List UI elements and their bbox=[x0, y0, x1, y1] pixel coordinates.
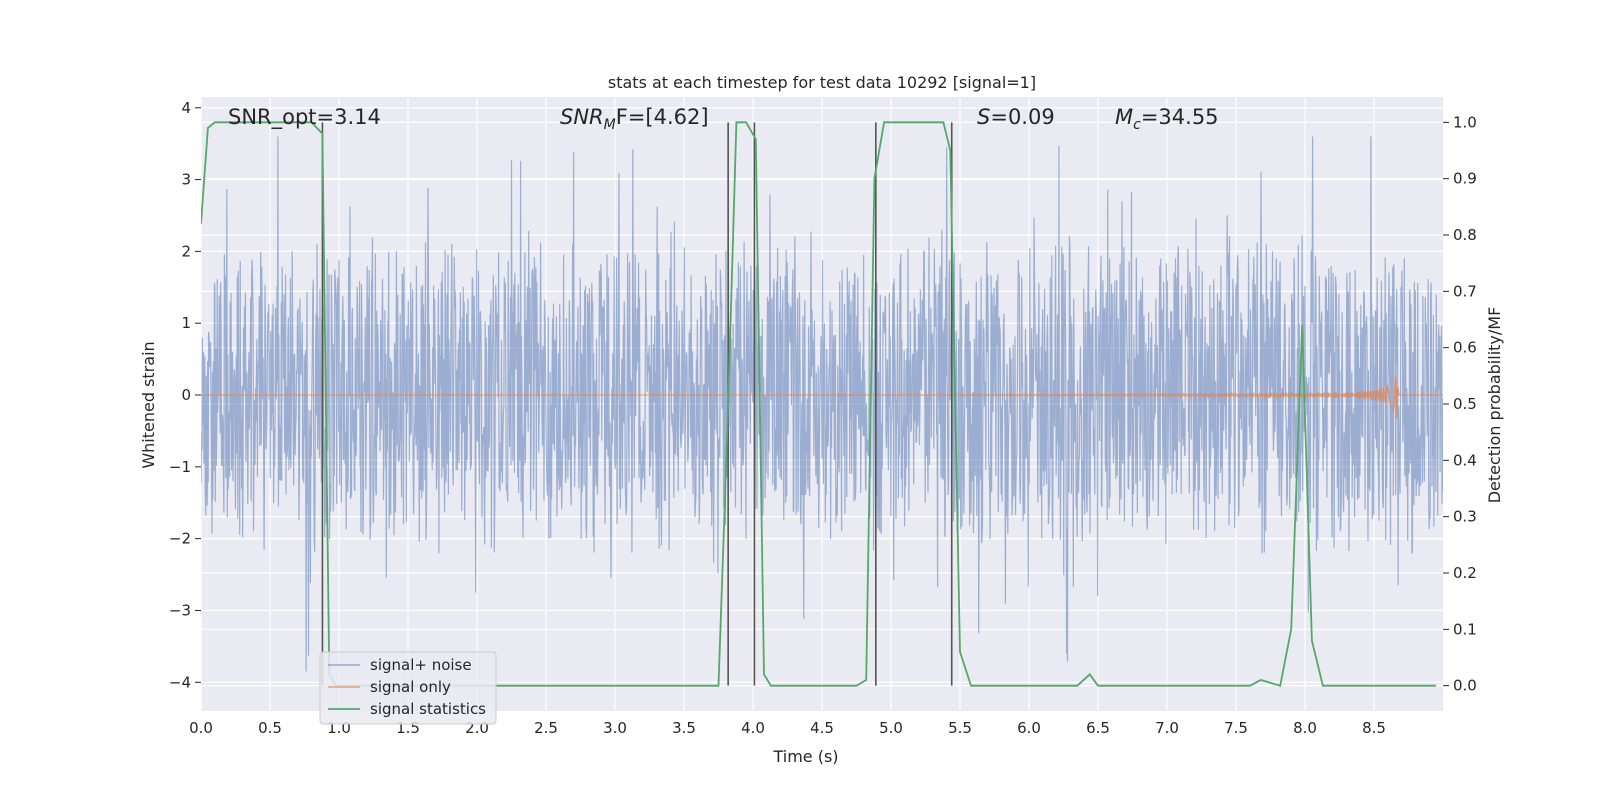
legend-label-noise: signal+ noise bbox=[370, 656, 472, 674]
y2-tick-label-7: 0.7 bbox=[1453, 282, 1477, 300]
y-tick-label-3: −1 bbox=[169, 458, 191, 476]
x-tick-label-17: 8.5 bbox=[1362, 719, 1386, 737]
y2-axis-ticks: 0.0 0.1 0.2 0.3 0.4 0.5 0.6 0.7 0.8 0.9 1.0 bbox=[1443, 113, 1477, 695]
y2-tick-label-2: 0.2 bbox=[1453, 564, 1477, 582]
signal-only-series bbox=[201, 376, 1443, 419]
annotation-snr-mf: SNRMF=[4.62] bbox=[560, 105, 709, 133]
signal-only-line bbox=[201, 376, 1443, 419]
mc-symbol: M bbox=[1115, 105, 1133, 129]
mc-value: =34.55 bbox=[1141, 105, 1219, 129]
y2-tick-label-9: 0.9 bbox=[1453, 170, 1477, 188]
y-tick-label-8: 4 bbox=[181, 99, 191, 117]
y2-tick-label-0: 0.0 bbox=[1453, 677, 1477, 695]
x-tick-label-12: 6.0 bbox=[1017, 719, 1041, 737]
snr-mf-symbol: SNR bbox=[560, 105, 604, 129]
s-symbol: S bbox=[977, 105, 990, 129]
legend-box bbox=[319, 651, 497, 725]
s-value: =0.09 bbox=[990, 105, 1054, 129]
chart-title: stats at each timestep for test data 102… bbox=[608, 73, 1036, 92]
y-tick-label-2: −2 bbox=[169, 530, 191, 548]
y2-axis-title: Detection probability/MF bbox=[1485, 307, 1504, 504]
y2-tick-label-10: 1.0 bbox=[1453, 113, 1477, 131]
y-axis-title: Whitened strain bbox=[139, 341, 158, 468]
y-tick-label-0: −4 bbox=[169, 673, 191, 691]
y2-tick-label-1: 0.1 bbox=[1453, 620, 1477, 638]
snr-mf-subscript: M bbox=[604, 117, 616, 133]
y-tick-label-1: −3 bbox=[169, 601, 191, 619]
noise-series bbox=[201, 136, 1443, 672]
legend: signal+ noise signal only signal statist… bbox=[319, 651, 497, 725]
x-tick-label-6: 3.0 bbox=[603, 719, 627, 737]
x-tick-label-10: 5.0 bbox=[879, 719, 903, 737]
legend-label-stats: signal statistics bbox=[370, 700, 486, 718]
x-tick-label-8: 4.0 bbox=[741, 719, 765, 737]
y-tick-label-7: 3 bbox=[181, 171, 191, 189]
legend-label-signal: signal only bbox=[370, 678, 451, 696]
x-tick-label-16: 8.0 bbox=[1293, 719, 1317, 737]
annotation-s: S=0.09 bbox=[977, 105, 1055, 129]
snr-mf-value: F=[4.62] bbox=[616, 105, 709, 129]
x-tick-label-9: 4.5 bbox=[810, 719, 834, 737]
mc-subscript: c bbox=[1133, 117, 1141, 133]
x-tick-label-5: 2.5 bbox=[534, 719, 558, 737]
y2-tick-label-8: 0.8 bbox=[1453, 226, 1477, 244]
x-tick-label-11: 5.5 bbox=[948, 719, 972, 737]
y2-tick-label-5: 0.5 bbox=[1453, 395, 1477, 413]
y2-tick-label-3: 0.3 bbox=[1453, 508, 1477, 526]
x-tick-label-15: 7.5 bbox=[1224, 719, 1248, 737]
y-tick-label-5: 1 bbox=[181, 314, 191, 332]
y-tick-label-6: 2 bbox=[181, 242, 191, 260]
x-tick-label-1: 0.5 bbox=[258, 719, 282, 737]
x-tick-label-13: 6.5 bbox=[1086, 719, 1110, 737]
noise-line bbox=[201, 136, 1443, 672]
x-tick-label-14: 7.0 bbox=[1155, 719, 1179, 737]
annotation-mc: Mc=34.55 bbox=[1115, 105, 1219, 133]
y-axis-ticks: −4 −3 −2 −1 0 1 2 3 4 bbox=[169, 99, 201, 691]
y2-tick-label-4: 0.4 bbox=[1453, 451, 1477, 469]
x-tick-label-0: 0.0 bbox=[189, 719, 213, 737]
x-tick-label-7: 3.5 bbox=[672, 719, 696, 737]
y-tick-label-4: 0 bbox=[181, 386, 191, 404]
x-axis-title: Time (s) bbox=[772, 747, 838, 766]
annotation-snr-opt: SNR_opt=3.14 bbox=[228, 105, 381, 130]
y2-tick-label-6: 0.6 bbox=[1453, 339, 1477, 357]
